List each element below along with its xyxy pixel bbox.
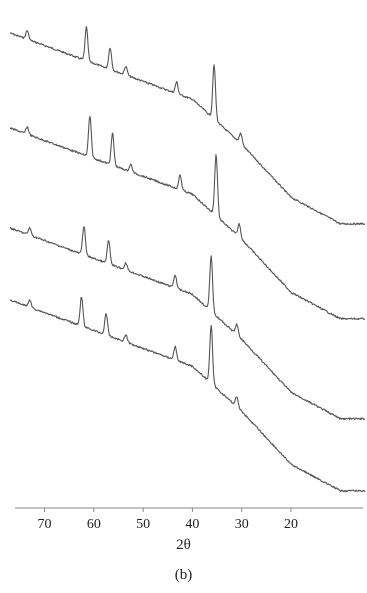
x-axis-title: 2θ — [176, 537, 191, 553]
x-axis-ticks: 70 60 50 40 30 20 — [38, 508, 298, 532]
x-tick-label: 60 — [87, 517, 101, 532]
figure-caption: (b) — [174, 567, 193, 583]
diffraction-trace-1 — [9, 26, 366, 226]
x-tick-label: 40 — [185, 517, 199, 532]
diffraction-trace-3 — [9, 226, 366, 421]
x-tick-label: 50 — [136, 517, 150, 532]
diffraction-trace-4 — [9, 297, 366, 493]
diffraction-trace-2 — [9, 115, 366, 321]
x-tick-label: 20 — [284, 517, 298, 532]
diffraction-traces — [9, 26, 366, 493]
x-tick-label: 30 — [235, 517, 249, 532]
x-tick-label: 70 — [38, 517, 52, 532]
